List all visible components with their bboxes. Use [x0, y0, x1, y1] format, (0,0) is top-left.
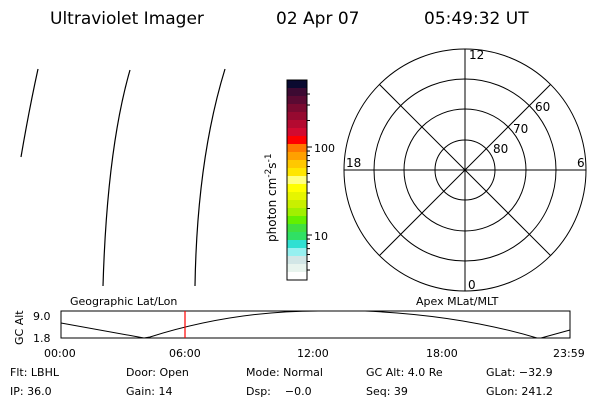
y-tick-1-8: 1.8 — [33, 332, 51, 345]
seq-info: Seq: 39 — [366, 385, 408, 398]
colorbar-band — [287, 136, 307, 145]
grid-line — [102, 69, 131, 287]
dsp-info: Dsp: −0.0 — [246, 385, 312, 398]
colorbar-band — [287, 264, 307, 273]
gain-info: Gain: 14 — [126, 385, 173, 398]
colorbar-band — [287, 192, 307, 201]
colorbar-label: photon cm-2s-1 — [264, 153, 279, 242]
colorbar — [286, 79, 312, 281]
colorbar-frame — [286, 79, 308, 281]
time-label: 05:49:32 UT — [424, 9, 529, 29]
colorbar-band — [287, 224, 307, 233]
mlt-label-12: 12 — [469, 48, 484, 62]
colorbar-band — [287, 88, 307, 97]
colorbar-band — [287, 256, 307, 265]
colorbar-band — [287, 112, 307, 121]
instrument-title: Ultraviolet Imager — [50, 9, 204, 29]
grid-line — [194, 68, 226, 287]
door-info: Door: Open — [126, 366, 189, 379]
lat-label-60: 60 — [535, 100, 550, 114]
x-tick-0600: 06:00 — [169, 347, 201, 360]
filter-info: Flt: LBHL — [10, 366, 60, 379]
lat-label-70: 70 — [513, 122, 528, 136]
colorbar-band — [287, 272, 307, 281]
gc-alt-axis-label: GC Alt — [13, 310, 26, 345]
colorbar-tick-100: 100 — [314, 142, 335, 155]
mlt-label-6: 6 — [577, 156, 585, 170]
lat-label-80: 80 — [493, 142, 508, 156]
ip-info: IP: 36.0 — [10, 385, 52, 398]
mlt-label-0: 0 — [468, 278, 476, 292]
colorbar-band — [287, 152, 307, 161]
glon-info: GLon: 241.2 — [486, 385, 553, 398]
colorbar-band — [287, 232, 307, 241]
altitude-curve — [60, 310, 571, 339]
colorbar-band — [287, 200, 307, 209]
colorbar-band — [287, 144, 307, 153]
colorbar-band — [287, 176, 307, 185]
colorbar-band — [287, 120, 307, 129]
date-label: 02 Apr 07 — [276, 9, 359, 29]
polar-plot — [343, 48, 587, 292]
colorbar-band — [287, 216, 307, 225]
colorbar-band — [287, 184, 307, 193]
x-tick-1200: 12:00 — [297, 347, 329, 360]
colorbar-band — [287, 168, 307, 177]
colorbar-band — [287, 80, 307, 89]
geographic-grid-lines — [20, 68, 226, 287]
mode-info: Mode: Normal — [246, 366, 323, 379]
altitude-plot-frame — [60, 310, 571, 339]
colorbar-tick-10: 10 — [314, 230, 328, 243]
axis-diagonal — [379, 84, 551, 256]
x-tick-1800: 18:00 — [426, 347, 458, 360]
x-tick-2359: 23:59 — [553, 347, 585, 360]
grid-line — [20, 68, 39, 158]
mlt-label-18: 18 — [346, 156, 361, 170]
colorbar-band — [287, 128, 307, 137]
y-tick-9: 9.0 — [33, 310, 51, 323]
colorbar-band — [287, 248, 307, 257]
gc-alt-info: GC Alt: 4.0 Re — [366, 366, 443, 379]
colorbar-band — [287, 104, 307, 113]
geographic-label: Geographic Lat/Lon — [70, 295, 177, 308]
colorbar-band — [287, 208, 307, 217]
glat-info: GLat: −32.9 — [486, 366, 553, 379]
apex-label: Apex MLat/MLT — [416, 295, 499, 308]
colorbar-band — [287, 160, 307, 169]
colorbar-band — [287, 96, 307, 105]
info-row-2: IP: 36.0 Gain: 14 Dsp: −0.0 Seq: 39 GLon… — [10, 385, 553, 398]
colorbar-band — [287, 240, 307, 249]
info-row-1: Flt: LBHL Door: Open Mode: Normal GC Alt… — [10, 366, 553, 379]
x-tick-0000: 00:00 — [44, 347, 76, 360]
